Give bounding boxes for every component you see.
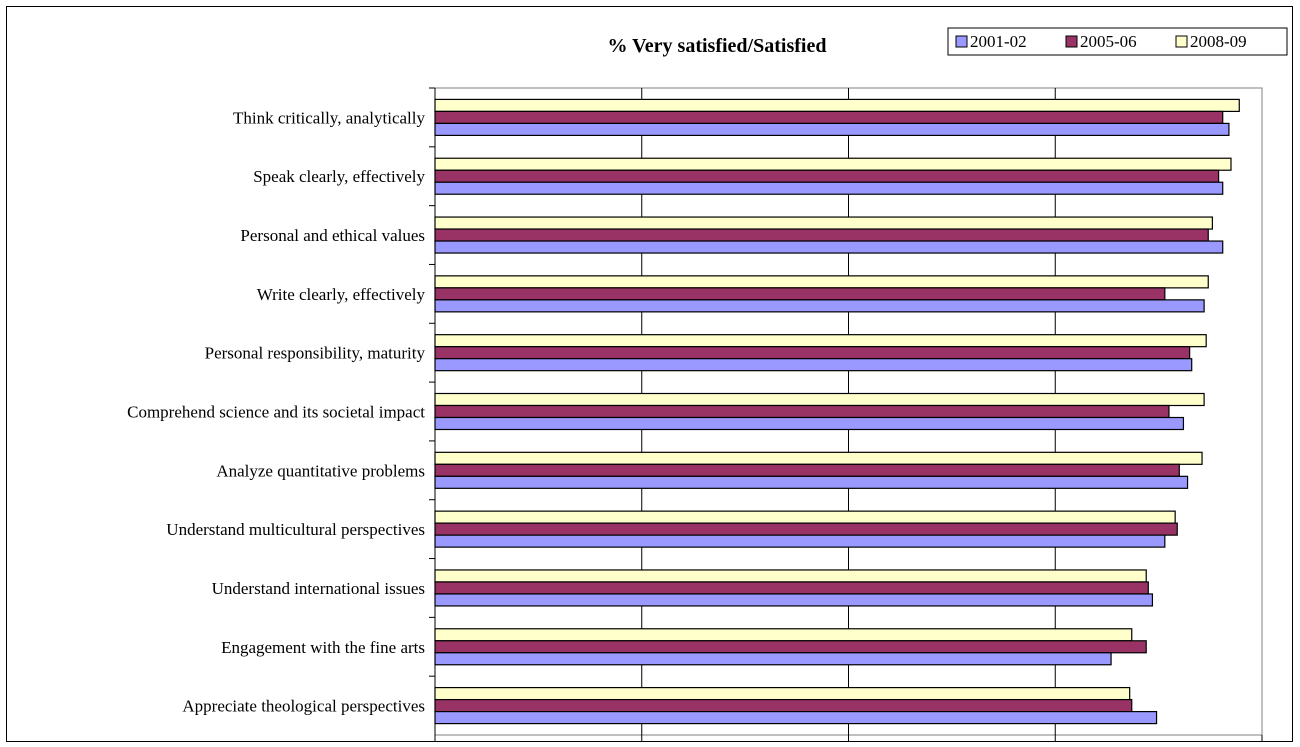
bar-2001-02 (434, 710, 1158, 725)
legend-swatch-2001-02 (955, 35, 968, 48)
bar-2008-09 (434, 275, 1209, 289)
bar-2005-06 (434, 522, 1178, 536)
bar-2005-06 (434, 346, 1191, 360)
bar-2001-02 (434, 416, 1185, 431)
legend-box (947, 27, 1288, 56)
bars (434, 98, 1240, 725)
bar-2005-06 (434, 169, 1220, 183)
bar-2005-06 (434, 287, 1166, 301)
category-label: Appreciate theological perspectives (182, 697, 425, 716)
axes: 60%70%80%90%100%Think critically, analyt… (127, 87, 1263, 741)
bar-chart: % Very satisfied/Satisfied 60%70%80%90%1… (127, 27, 1288, 741)
category-label: Write clearly, effectively (257, 285, 426, 304)
legend-swatch-2008-09 (1175, 35, 1188, 48)
category-label: Speak clearly, effectively (253, 167, 425, 186)
category-label: Understand multicultural perspectives (166, 520, 425, 539)
bar-2005-06 (434, 110, 1224, 125)
bar-2001-02 (434, 181, 1224, 195)
category-label: Think critically, analytically (233, 108, 425, 127)
category-label: Understand international issues (212, 579, 425, 598)
bar-2005-06 (434, 640, 1147, 654)
bar-2005-06 (434, 404, 1170, 419)
bar-2005-06 (434, 581, 1149, 595)
chart-title: % Very satisfied/Satisfied (608, 35, 827, 57)
bar-2001-02 (434, 240, 1224, 254)
category-label: Analyze quantitative problems (216, 461, 425, 480)
legend: 2001-02 2005-06 2008-09 (947, 27, 1288, 56)
bar-2001-02 (434, 299, 1205, 313)
legend-swatch-2005-06 (1065, 35, 1078, 48)
bar-2005-06 (434, 463, 1180, 477)
bar-2008-09 (434, 157, 1232, 171)
bar-2008-09 (434, 510, 1176, 524)
bar-2005-06 (434, 228, 1209, 242)
bar-2008-09 (434, 392, 1205, 407)
chart-frame: % Very satisfied/Satisfied 60%70%80%90%1… (6, 6, 1293, 742)
bar-2001-02 (434, 593, 1154, 607)
legend-label: 2001-02 (970, 32, 1027, 51)
bar-2008-09 (434, 628, 1133, 642)
bar-2008-09 (434, 569, 1147, 583)
bar-2001-02 (434, 122, 1230, 137)
bar-2008-09 (434, 451, 1203, 465)
bar-2005-06 (434, 698, 1133, 713)
category-label: Personal and ethical values (240, 226, 425, 245)
category-label: Engagement with the fine arts (221, 638, 425, 657)
bar-2001-02 (434, 534, 1166, 548)
bar-2008-09 (434, 686, 1131, 701)
category-label: Comprehend science and its societal impa… (127, 403, 425, 422)
bar-2001-02 (434, 475, 1189, 489)
legend-label: 2005-06 (1080, 32, 1137, 51)
bar-2008-09 (434, 98, 1240, 113)
bar-2008-09 (434, 216, 1213, 230)
bar-2001-02 (434, 358, 1193, 372)
legend-label: 2008-09 (1190, 32, 1247, 51)
bar-2001-02 (434, 652, 1112, 666)
category-label: Personal responsibility, maturity (205, 344, 426, 363)
bar-2008-09 (434, 334, 1207, 348)
